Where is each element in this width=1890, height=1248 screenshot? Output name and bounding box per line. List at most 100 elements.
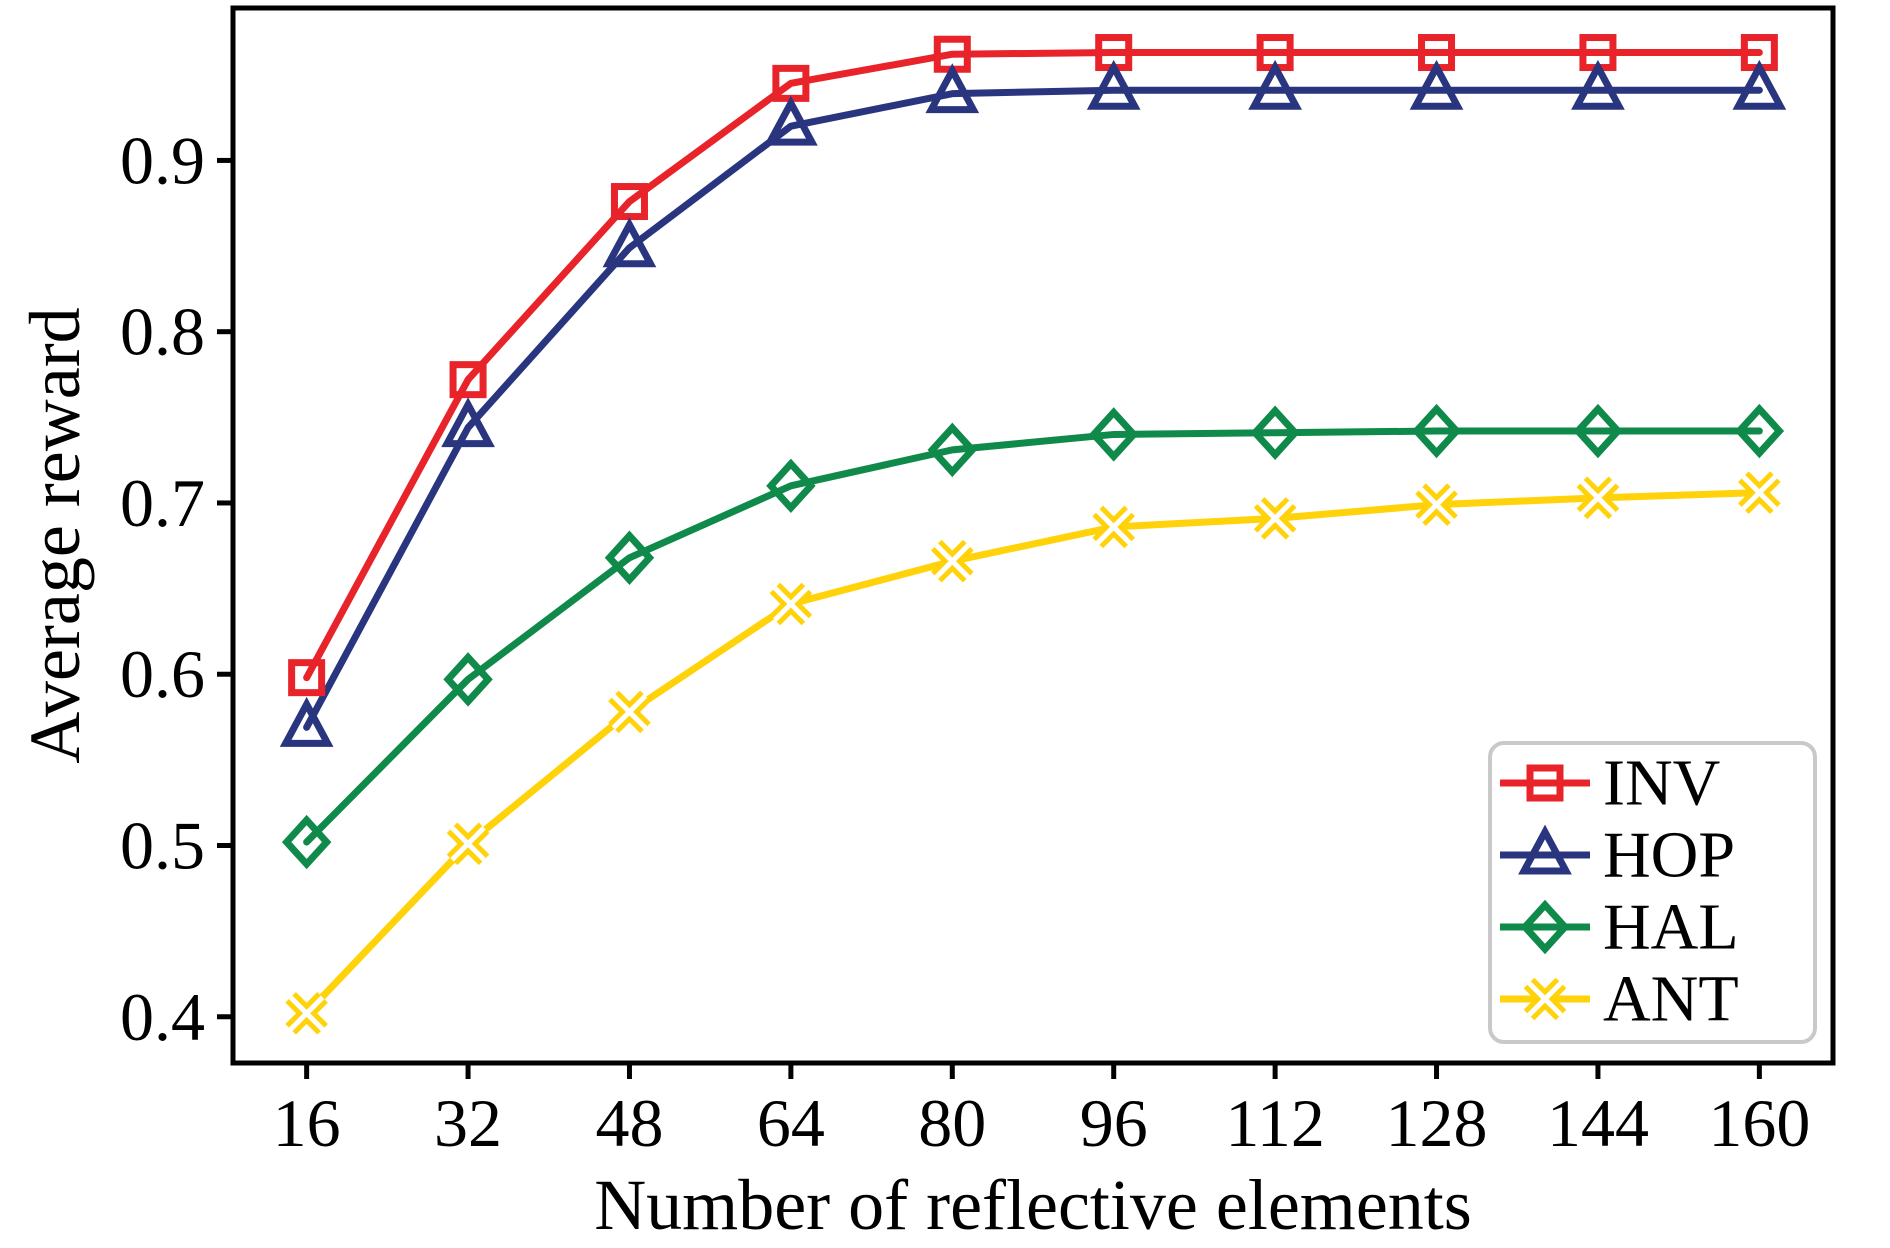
series-HAL-marker xyxy=(443,652,493,707)
diamond-marker-shape xyxy=(1250,405,1300,460)
x-axis-tick-label: 128 xyxy=(1386,1085,1488,1161)
series-HOP-marker xyxy=(279,696,334,747)
x-marker-inner xyxy=(934,543,971,579)
y-axis-tick-label: 0.7 xyxy=(120,465,205,541)
diamond-marker-shape xyxy=(1088,407,1139,462)
series-ANT-marker xyxy=(769,582,813,626)
series-ANT-marker xyxy=(285,992,328,1035)
legend-item-INV: INV xyxy=(1500,747,1720,820)
x-axis-tick-label: 48 xyxy=(595,1085,663,1161)
legend-label: ANT xyxy=(1603,963,1739,1036)
x-marker-inner xyxy=(1527,981,1563,1017)
y-axis-title: Average reward xyxy=(15,307,95,763)
legend-sample-marker xyxy=(1523,977,1567,1021)
x-marker-inner xyxy=(1418,486,1455,523)
legend-sample-marker xyxy=(1518,824,1572,875)
series-HAL-marker xyxy=(1088,407,1139,462)
series-HOP-marker xyxy=(1248,59,1302,110)
series-ANT-marker xyxy=(930,539,974,583)
series-HAL-marker xyxy=(1734,403,1785,459)
series-ANT-marker xyxy=(1576,476,1620,520)
triangle-marker-shape xyxy=(279,696,334,747)
series-ANT-marker xyxy=(608,690,651,734)
series-HOP-marker xyxy=(602,217,657,268)
square-marker-shape xyxy=(1526,764,1564,802)
series-HAL-marker xyxy=(1250,405,1300,460)
series-HOP-marker xyxy=(1732,59,1787,110)
series-HAL-marker xyxy=(1411,403,1462,459)
square-marker-shape xyxy=(610,183,648,221)
square-marker-shape xyxy=(449,361,487,399)
series-HAL-marker xyxy=(1573,403,1623,459)
series-HAL-marker xyxy=(604,530,655,585)
series-HOP-marker xyxy=(441,397,495,448)
triangle-marker-shape xyxy=(441,397,495,448)
x-axis-tick-label: 112 xyxy=(1225,1085,1324,1161)
triangle-marker-shape xyxy=(1086,59,1141,110)
y-axis-tick-label: 0.5 xyxy=(120,807,205,883)
series-HAL-marker xyxy=(766,458,816,514)
series-HAL-marker xyxy=(281,814,332,870)
series-INV-marker xyxy=(288,659,326,697)
series-HAL-marker xyxy=(927,422,978,478)
legend-item-HOP: HOP xyxy=(1500,819,1735,892)
series-HAL-line xyxy=(303,427,1763,846)
legend-sample-marker xyxy=(1526,764,1564,802)
diamond-marker-shape xyxy=(443,652,493,707)
x-axis-tick-label: 16 xyxy=(273,1085,341,1161)
series-INV-line xyxy=(303,49,1763,682)
legend-label: INV xyxy=(1603,747,1720,820)
triangle-marker-shape xyxy=(1409,59,1464,110)
x-marker-inner xyxy=(450,826,486,862)
series-HOP-marker xyxy=(1409,59,1464,110)
legend-label: HAL xyxy=(1603,891,1739,964)
square-marker-shape xyxy=(288,659,326,697)
x-axis-tick-label: 96 xyxy=(1080,1085,1148,1161)
series-HOP-marker xyxy=(925,63,980,114)
legend-item-ANT: ANT xyxy=(1500,963,1739,1036)
series-HOP-marker xyxy=(1571,59,1625,110)
series-HOP-marker xyxy=(764,95,818,146)
diamond-marker-shape xyxy=(1573,403,1623,459)
triangle-marker-shape xyxy=(602,217,657,268)
series-ANT-line xyxy=(303,489,1763,1017)
triangle-marker-shape xyxy=(1248,59,1302,110)
y-axis-tick-label: 0.9 xyxy=(120,122,205,198)
diamond-marker-shape xyxy=(604,530,655,585)
diamond-marker-shape xyxy=(1734,403,1785,459)
x-marker-inner xyxy=(773,586,809,622)
legend-item-HAL: HAL xyxy=(1500,891,1739,964)
triangle-marker-shape xyxy=(1518,824,1572,875)
series-INV-marker xyxy=(449,361,487,399)
x-marker-inner xyxy=(1580,480,1616,516)
x-marker-inner xyxy=(288,995,325,1032)
series-INV-marker xyxy=(610,183,648,221)
x-marker-inner xyxy=(1741,474,1778,511)
x-axis-tick-label: 64 xyxy=(757,1085,825,1161)
x-axis-title: Number of reflective elements xyxy=(594,1165,1472,1243)
plot-border xyxy=(230,5,1836,1066)
x-axis-tick-label: 144 xyxy=(1547,1085,1649,1161)
x-marker-inner xyxy=(1257,500,1293,537)
series-ANT-marker xyxy=(1415,483,1458,526)
legend-label: HOP xyxy=(1603,819,1735,892)
x-axis-tick-label: 160 xyxy=(1708,1085,1810,1161)
triangle-marker-shape xyxy=(764,95,818,146)
x-marker-inner xyxy=(611,694,648,730)
diamond-marker-shape xyxy=(1520,899,1570,955)
series-ANT-marker xyxy=(1253,497,1297,540)
triangle-marker-shape xyxy=(1571,59,1625,110)
y-axis-tick-label: 0.4 xyxy=(120,979,205,1055)
legend-box xyxy=(1488,741,1817,1044)
triangle-marker-shape xyxy=(1732,59,1787,110)
diamond-marker-shape xyxy=(1411,403,1462,459)
series-ANT-marker xyxy=(1092,505,1136,549)
series-HOP-marker xyxy=(1086,59,1141,110)
y-axis-tick-label: 0.8 xyxy=(120,294,205,370)
legend-sample-marker xyxy=(1520,899,1570,955)
diamond-marker-shape xyxy=(927,422,978,478)
series-ANT-marker xyxy=(1738,471,1781,514)
